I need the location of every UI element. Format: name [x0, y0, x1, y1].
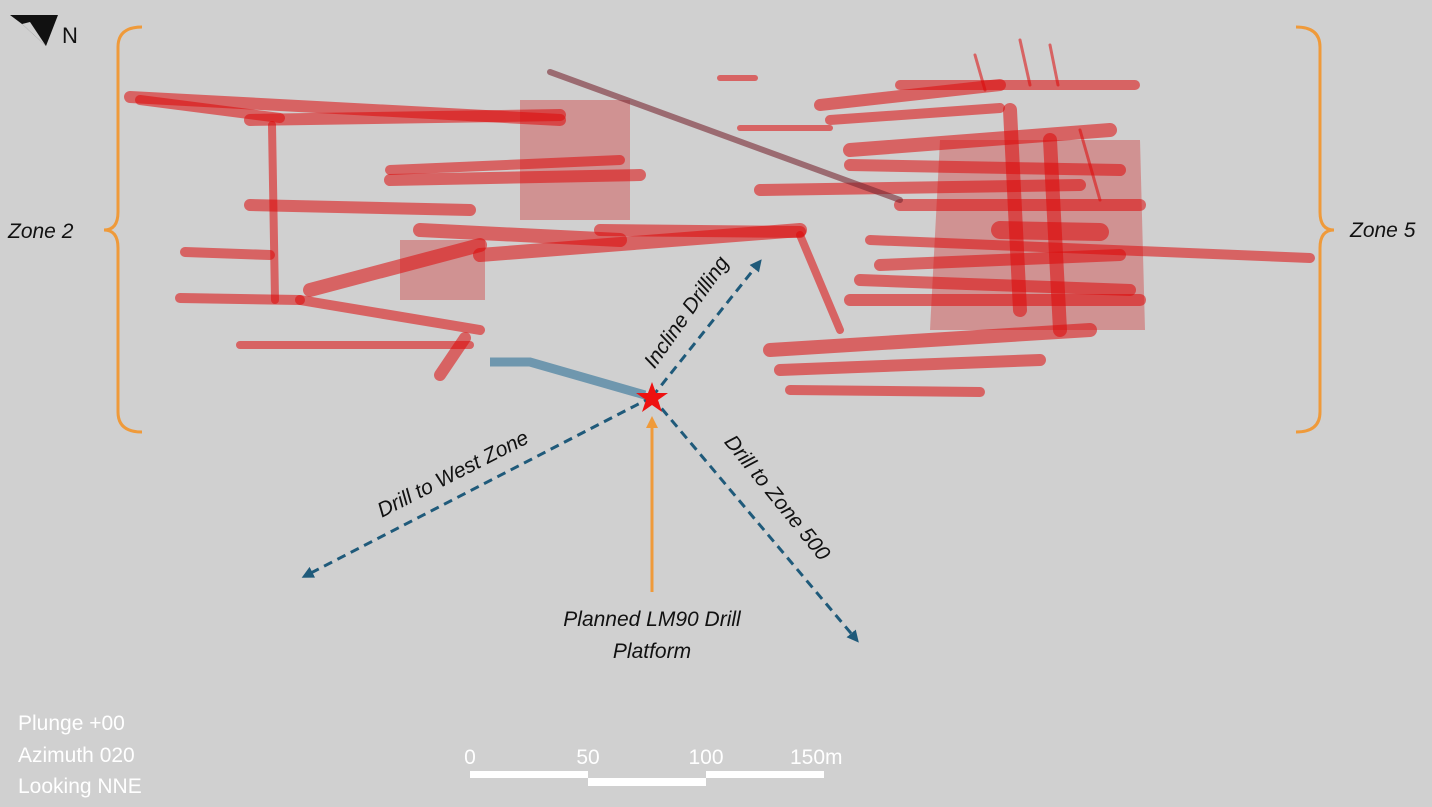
zone-bracket — [1295, 25, 1335, 434]
drive — [175, 293, 305, 305]
drive — [1018, 38, 1032, 87]
drive — [1003, 103, 1027, 317]
platform-label: Planned LM90 Drill — [563, 608, 742, 631]
scale-label: 100 — [688, 746, 723, 769]
drive — [594, 224, 806, 238]
drive — [844, 159, 1126, 176]
view-info: Looking NNE — [18, 775, 142, 798]
drive — [874, 249, 1126, 271]
view-info: Azimuth 020 — [18, 744, 135, 767]
drill-line — [650, 259, 762, 398]
drive — [434, 332, 471, 381]
drive — [973, 53, 987, 92]
scale-label: 50 — [576, 746, 599, 769]
drive — [385, 155, 625, 175]
drive — [1078, 128, 1102, 202]
north-label: N — [62, 23, 78, 48]
scale-segment — [706, 771, 824, 778]
zone-bracket — [103, 25, 143, 434]
scale-label: 150m — [790, 746, 843, 769]
zone-label: Zone 5 — [1349, 219, 1416, 242]
drive — [244, 109, 566, 126]
platform-star — [636, 382, 668, 412]
drive — [854, 274, 1136, 296]
drive — [774, 354, 1046, 376]
platform-label: Platform — [613, 640, 691, 663]
drill-line — [301, 395, 653, 578]
underground-workings — [124, 38, 1315, 397]
drive — [268, 121, 279, 304]
drive — [754, 179, 1086, 196]
zone-label: Zone 2 — [7, 220, 74, 243]
drive — [991, 221, 1109, 241]
drive — [763, 323, 1097, 357]
drive — [180, 247, 275, 260]
drive — [843, 123, 1117, 157]
drive — [1048, 43, 1060, 87]
drive — [785, 385, 985, 397]
drive — [796, 231, 844, 334]
incline — [547, 69, 903, 203]
scale-segment — [588, 778, 706, 786]
drive — [303, 238, 487, 297]
north-arrow-notch — [22, 22, 46, 46]
view-info: Plunge +00 — [18, 712, 125, 735]
scale-segment — [470, 771, 588, 778]
drive — [384, 169, 646, 186]
drive — [413, 223, 627, 247]
drill-line — [650, 396, 859, 643]
access-drive — [490, 357, 647, 400]
scale-label: 0 — [464, 746, 476, 769]
drive — [295, 295, 485, 335]
drive — [865, 235, 1315, 263]
drive — [825, 103, 1005, 125]
drive — [244, 199, 476, 216]
north-arrow: N — [10, 15, 78, 48]
